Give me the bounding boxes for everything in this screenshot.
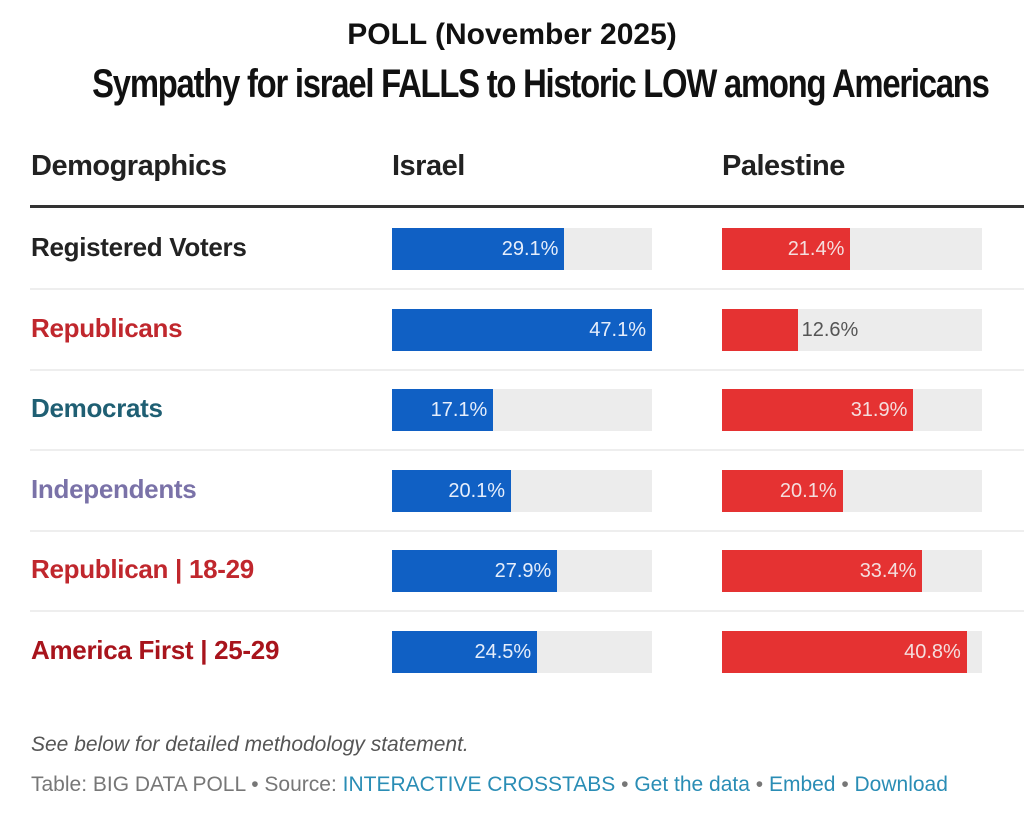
israel-bar-track: 20.1% [392,469,652,512]
palestine-value-label: 40.8% [904,640,961,663]
israel-value-label: 17.1% [430,399,488,421]
headline: Sympathy for israel FALLS to Historic LO… [92,62,990,106]
row-label: Republicans [31,312,183,343]
palestine-bar [722,550,923,592]
row-label: Democrats [31,393,163,423]
israel-bar-track: 24.5% [392,630,652,673]
israel-value-label: 29.1% [501,238,559,260]
row-label: America First | 25-29 [31,634,280,665]
israel-bar [392,389,494,431]
header-rule [30,205,1024,208]
interactive-crosstabs-link[interactable]: INTERACTIVE CROSSTABS [342,773,616,796]
palestine-bar-track: 40.8% [722,630,982,673]
row-label: Registered Voters [31,232,247,262]
column-header-palestine: Palestine [722,150,845,182]
palestine-bar-track: 21.4% [722,228,982,270]
poll-date: POLL (November 2025) [347,18,677,51]
column-header-israel: Israel [392,150,465,182]
israel-bar-track: 47.1% [392,308,652,351]
israel-bar-track: 17.1% [392,389,652,431]
israel-bar-track: 29.1% [392,228,652,270]
row-divider [30,529,1024,532]
palestine-value-label: 31.9% [850,399,908,421]
get-the-data-link[interactable]: Get the data [634,773,750,796]
download-link[interactable]: Download [854,773,948,796]
source-label: Source: [264,773,343,796]
palestine-value-label: 33.4% [859,560,917,582]
row-divider [30,288,1024,290]
palestine-bar [722,469,843,512]
credit-line: Table: BIG DATA POLL • Source: INTERACTI… [31,773,948,796]
palestine-bar [722,228,851,270]
palestine-bar [722,389,914,431]
row-divider [30,610,1024,612]
palestine-bar-track: 33.4% [722,550,982,592]
israel-bar [392,308,652,351]
palestine-value-label: 20.1% [779,479,837,502]
table-credit: Table: BIG DATA POLL [31,773,246,796]
israel-value-label: 27.9% [494,560,552,582]
palestine-bar [722,308,798,351]
israel-bar [392,469,512,512]
methodology-note: See below for detailed methodology state… [31,733,469,756]
israel-value-label: 47.1% [589,318,646,341]
palestine-value-label: 12.6% [801,318,859,341]
palestine-bar [722,630,967,673]
israel-bar [392,550,558,592]
palestine-bar-track: 31.9% [722,389,982,431]
israel-value-label: 20.1% [448,479,506,502]
israel-value-label: 24.5% [474,640,532,663]
israel-bar [392,228,565,270]
israel-bar [392,630,538,673]
palestine-bar-track: 12.6% [722,308,982,351]
israel-bar-track: 27.9% [392,550,652,592]
row-label: Independents [31,473,197,504]
palestine-value-label: 21.4% [787,238,845,260]
embed-link[interactable]: Embed [768,773,836,796]
row-divider [30,368,1024,371]
palestine-bar-track: 20.1% [722,469,982,512]
row-divider [30,449,1024,451]
column-header-demographics: Demographics [31,150,227,182]
row-label: Republican | 18-29 [31,554,254,584]
